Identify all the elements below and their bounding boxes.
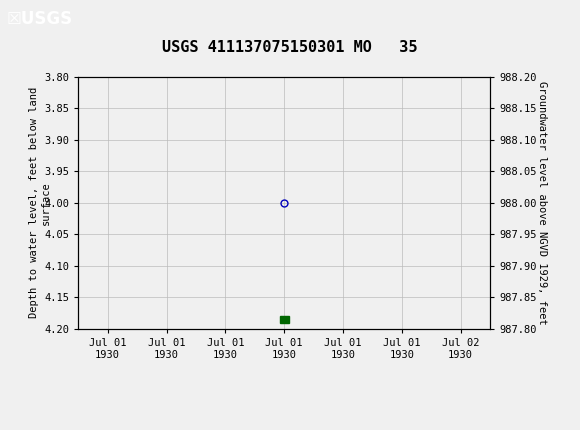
Text: USGS 411137075150301 MO   35: USGS 411137075150301 MO 35 (162, 40, 418, 55)
Y-axis label: Groundwater level above NGVD 1929, feet: Groundwater level above NGVD 1929, feet (537, 81, 547, 325)
Text: ☒USGS: ☒USGS (7, 10, 73, 28)
Bar (280, 316, 289, 323)
Y-axis label: Depth to water level, feet below land
surface: Depth to water level, feet below land su… (30, 87, 51, 318)
